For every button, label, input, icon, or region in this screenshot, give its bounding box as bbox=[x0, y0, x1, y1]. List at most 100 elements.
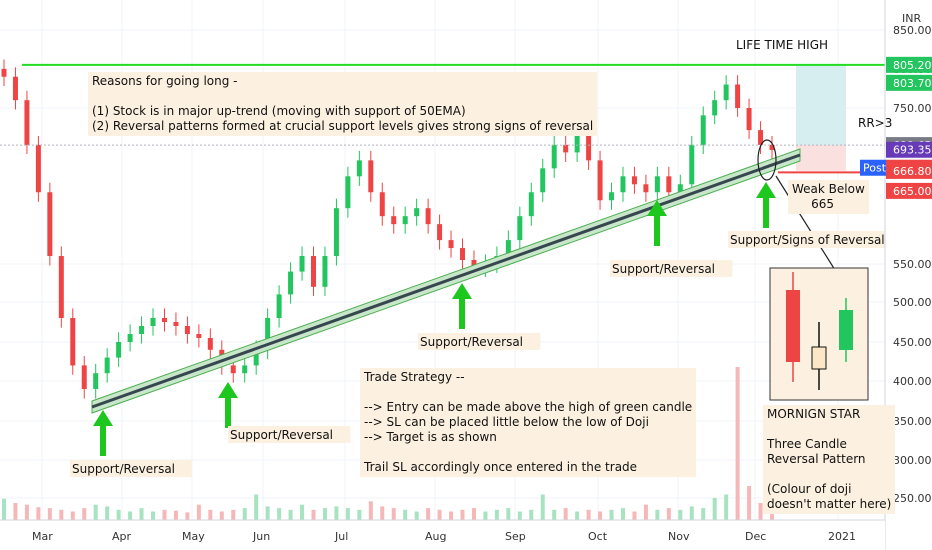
support-label: Support/Reversal bbox=[420, 335, 523, 349]
volume-bar bbox=[460, 509, 465, 520]
strategy-note: Trade Strategy -- --> Entry can be made … bbox=[360, 368, 697, 477]
volume-bar bbox=[70, 511, 75, 520]
target-zone bbox=[796, 64, 846, 146]
support-label: Support/Reversal bbox=[72, 462, 175, 476]
candle-body bbox=[24, 100, 30, 145]
candle-body bbox=[104, 357, 110, 374]
volume-bar bbox=[586, 509, 591, 520]
candle-body bbox=[712, 100, 718, 116]
candle-body bbox=[58, 256, 64, 318]
candle-body bbox=[471, 260, 477, 268]
support-arrow bbox=[93, 410, 113, 456]
volume-bar bbox=[47, 508, 52, 520]
candle-body bbox=[276, 294, 282, 318]
volume-bar bbox=[185, 512, 190, 520]
volume-bar bbox=[494, 509, 499, 520]
price-tag bbox=[886, 182, 932, 199]
volume-bar bbox=[712, 497, 717, 520]
candle-body bbox=[517, 216, 523, 241]
candle-body bbox=[242, 365, 248, 374]
candle-body bbox=[631, 176, 637, 185]
candle-body bbox=[528, 192, 534, 217]
volume-bar bbox=[357, 509, 362, 520]
volume-bar bbox=[598, 511, 603, 520]
highlight-circle bbox=[757, 139, 777, 181]
pattern-note: MORNIGN STAR Three Candle Reversal Patte… bbox=[763, 405, 896, 514]
lifetime-high-label: LIFE TIME HIGH bbox=[736, 38, 829, 52]
time-tick-label: 2021 bbox=[828, 530, 856, 543]
candle-body bbox=[116, 342, 122, 358]
volume-bar bbox=[24, 504, 29, 520]
price-tick-label: 350.00 bbox=[893, 415, 932, 428]
post-tag-label: Post bbox=[863, 162, 887, 175]
support-label-bg bbox=[610, 260, 733, 277]
candle-body bbox=[184, 326, 190, 334]
candle-body bbox=[368, 160, 374, 193]
price-tick-label: 250.00 bbox=[893, 492, 932, 505]
weak-below-note: Weak Below 665 bbox=[788, 180, 869, 214]
volume-bar bbox=[620, 508, 625, 520]
candle-body bbox=[345, 176, 351, 209]
price-tick-label: 450.00 bbox=[893, 336, 932, 349]
candle-body bbox=[574, 130, 580, 153]
volume-bar bbox=[735, 367, 740, 520]
volume-bar bbox=[173, 510, 178, 520]
candle-body bbox=[150, 318, 156, 326]
candle-body bbox=[299, 256, 305, 272]
volume-bar bbox=[380, 506, 385, 520]
candle-body bbox=[643, 184, 649, 193]
time-tick-label: Apr bbox=[112, 530, 132, 543]
price-tick-label: 400.00 bbox=[893, 375, 932, 388]
candle-body bbox=[746, 108, 752, 131]
volume-bar bbox=[128, 511, 133, 520]
candle-body bbox=[597, 160, 603, 201]
candle-body bbox=[609, 192, 615, 201]
price-tick-label: 300.00 bbox=[893, 454, 932, 467]
volume-bar bbox=[345, 508, 350, 520]
price-tick-label: 500.00 bbox=[893, 296, 932, 309]
time-tick-label: Nov bbox=[668, 530, 690, 543]
volume-bar bbox=[36, 507, 41, 520]
candle-body bbox=[654, 176, 660, 193]
volume-bar bbox=[403, 509, 408, 520]
time-tick-label: Mar bbox=[32, 530, 53, 543]
candle-body bbox=[322, 256, 328, 287]
connector-line bbox=[775, 175, 836, 271]
volume-bar bbox=[59, 509, 64, 520]
candle-body bbox=[448, 240, 454, 249]
candle-body bbox=[505, 240, 511, 257]
volume-bar bbox=[689, 506, 694, 520]
support-label-bg bbox=[70, 460, 193, 477]
support-label-bg bbox=[728, 231, 917, 248]
volume-bar bbox=[517, 511, 522, 520]
inset-body-doji bbox=[811, 346, 827, 370]
candle-body bbox=[253, 349, 259, 366]
volume-bar bbox=[437, 509, 442, 520]
volume-bar bbox=[196, 504, 201, 520]
support-line bbox=[91, 153, 801, 409]
volume-bar bbox=[632, 511, 637, 520]
support-arrow bbox=[452, 283, 472, 329]
candle-body bbox=[379, 192, 385, 217]
time-tick-label: Aug bbox=[425, 530, 446, 543]
candle-body bbox=[196, 334, 202, 338]
volume-bar bbox=[311, 509, 316, 520]
price-tick-label: 750.00 bbox=[893, 102, 932, 115]
candle-body bbox=[563, 144, 569, 153]
candle-body bbox=[666, 176, 672, 193]
candle-body bbox=[356, 160, 362, 177]
post-tag bbox=[860, 159, 886, 176]
price-tick-label: 550.00 bbox=[893, 258, 932, 271]
candle-body bbox=[70, 318, 76, 366]
reasons-note: Reasons for going long - (1) Stock is in… bbox=[88, 72, 598, 136]
volume-bar bbox=[552, 509, 557, 520]
support-label: Support/Reversal bbox=[230, 428, 333, 442]
price-tag bbox=[886, 56, 932, 73]
candle-body bbox=[391, 216, 397, 225]
price-tag bbox=[886, 162, 932, 179]
volume-bar bbox=[288, 509, 293, 520]
inset-body-red bbox=[786, 290, 800, 362]
volume-bar bbox=[265, 506, 270, 520]
volume-bar bbox=[151, 511, 156, 520]
